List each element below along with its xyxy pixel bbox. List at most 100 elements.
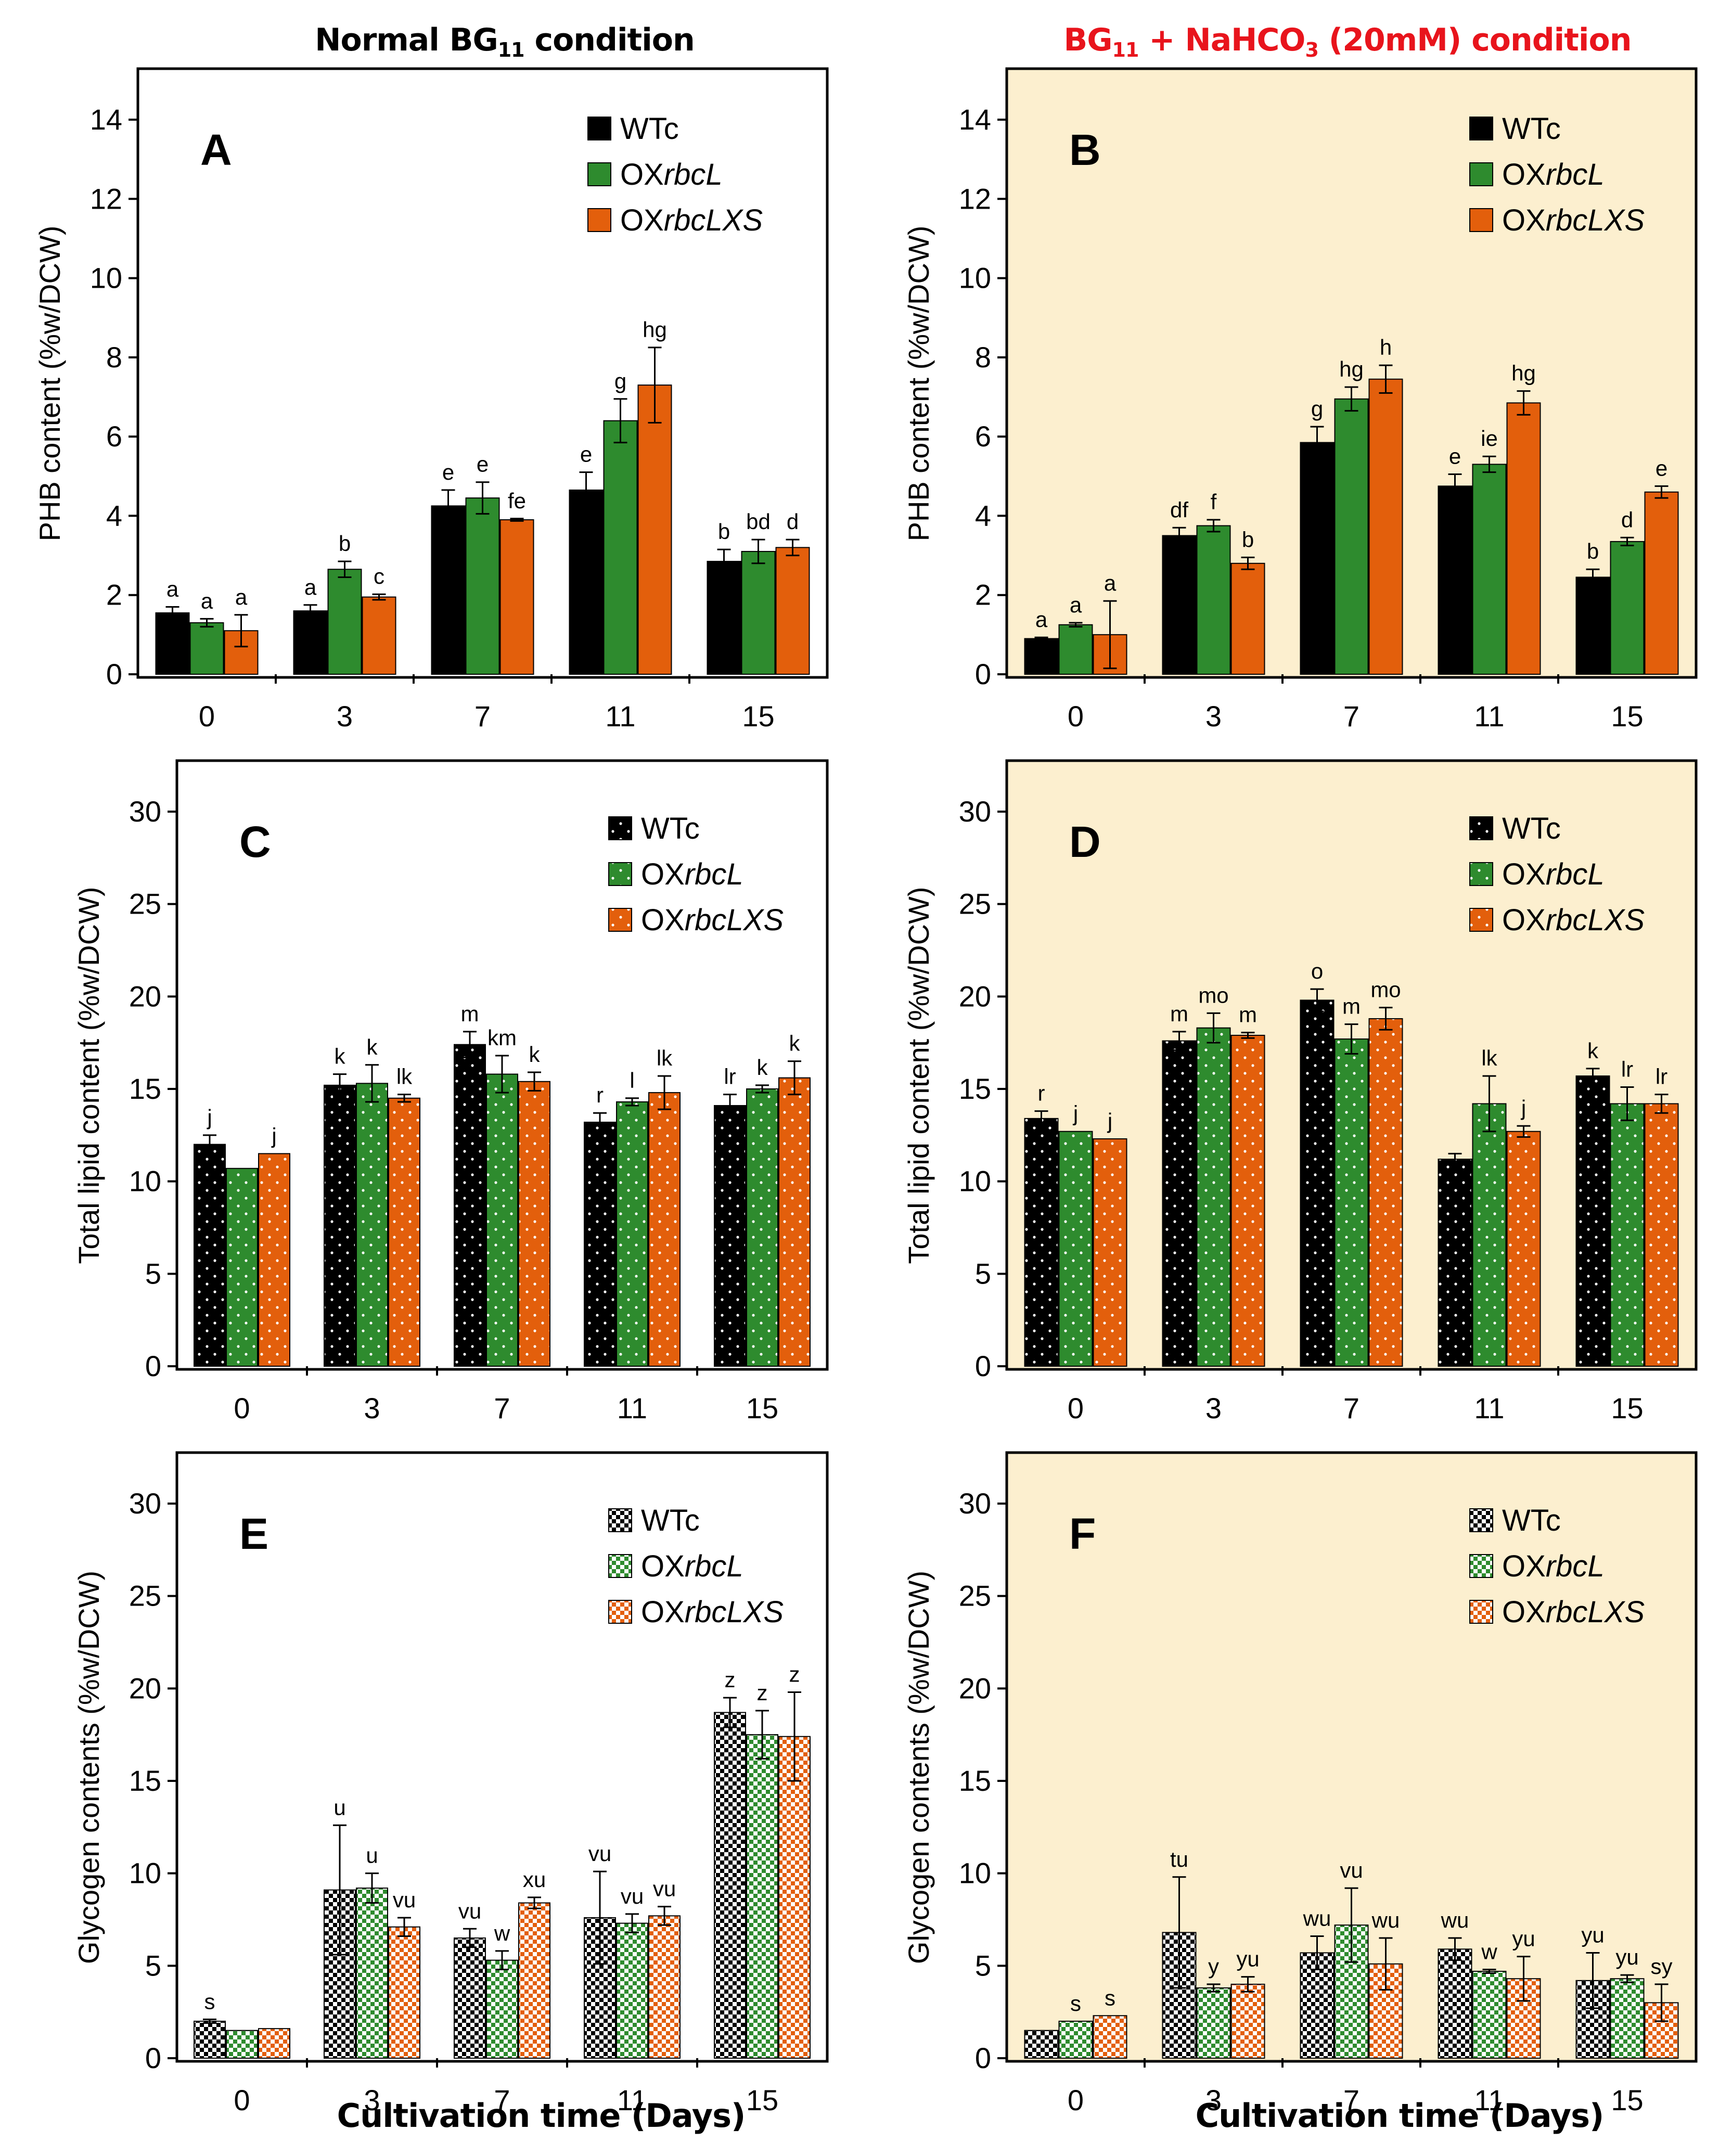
legend-label-prefix: WTc (641, 812, 700, 845)
y-tick-label: 0 (145, 2042, 161, 2074)
bar-wtc (584, 1121, 616, 1367)
y-tick-label: 14 (90, 103, 122, 136)
right-title-subscript: 11 (1112, 38, 1139, 61)
significance-letter: wu (1303, 1906, 1331, 1930)
legend-label-oxrbclxs: OXrbcLXS (1502, 1595, 1645, 1629)
y-tick-label: 15 (959, 1764, 991, 1797)
y-tick-label: 15 (959, 1072, 991, 1105)
significance-letter: wu (1371, 1908, 1400, 1932)
y-tick-label: 0 (975, 658, 991, 690)
bar-wtc (155, 612, 190, 675)
y-tick-label: 15 (129, 1764, 161, 1797)
legend-swatch-oxrbcl (608, 1554, 632, 1578)
significance-letter: o (1311, 959, 1323, 983)
bar-oxrbcl (1196, 1987, 1231, 2059)
legend-label-wtc: WTc (1502, 1504, 1561, 1537)
y-tick-label: 0 (975, 2042, 991, 2074)
legend-label-wtc: WTc (641, 812, 700, 845)
y-tick-label: 2 (106, 579, 122, 611)
legend-label-wtc: WTc (1502, 112, 1561, 146)
legend-label-italic: rbcL (685, 1549, 743, 1583)
significance-letter: b (718, 519, 730, 544)
y-tick-label: 14 (959, 103, 991, 136)
legend-label-oxrbclxs: OXrbcLXS (641, 903, 784, 937)
x-tick-label: 15 (746, 2084, 778, 2116)
legend-label-prefix: OX (1502, 903, 1546, 937)
x-tick-label: 0 (1068, 2084, 1084, 2116)
legend-label-italic: rbcL (1546, 158, 1605, 191)
y-axis-label: Total lipid content (%w/DCW) (72, 887, 105, 1264)
y-tick-label: 6 (975, 420, 991, 453)
x-tick-label: 15 (1611, 700, 1643, 733)
y-axis-label: Glycogen contents (%w/DCW) (902, 1571, 935, 1964)
panel-letter: D (1069, 817, 1101, 866)
x-tick-label: 15 (1611, 2084, 1643, 2116)
y-tick-label: 4 (106, 499, 122, 532)
legend-swatch-oxrbclxs (608, 908, 632, 932)
y-tick-label: 4 (975, 499, 991, 532)
significance-letter: bd (746, 509, 771, 534)
panel-F: 0 5 10 15 20 25 30 Glycogen contents (%w/DCW) 0 s… (902, 1451, 1698, 2116)
bar-oxrbcl (226, 1167, 258, 1367)
legend-label-italic: rbcLXS (664, 203, 763, 237)
legend-label-prefix: OX (641, 1549, 685, 1583)
significance-letter: b (1242, 527, 1254, 551)
significance-letter: a (235, 585, 248, 609)
y-tick-label: 0 (106, 658, 122, 690)
right-column-title: BG11 + NaHCO3 (20mM) condition (1035, 22, 1660, 61)
panel-letter: A (200, 125, 232, 174)
legend-label-prefix: OX (1502, 203, 1546, 237)
significance-letter: r (596, 1083, 604, 1107)
significance-letter: u (333, 1795, 345, 1819)
significance-letter: k (757, 1055, 768, 1080)
x-tick-label: 3 (337, 700, 353, 733)
significance-letter: vu (393, 1888, 416, 1912)
right-title-suffix: (20mM) condition (1318, 22, 1632, 58)
left-column-title: Normal BG11 condition (219, 22, 791, 61)
y-tick-label: 10 (959, 262, 991, 294)
legend-label-italic: rbcLXS (1546, 1595, 1645, 1629)
significance-letter: u (366, 1843, 378, 1868)
legend-label-prefix: OX (641, 1595, 685, 1629)
significance-letter: ie (1481, 426, 1498, 451)
significance-letter: sy (1651, 1954, 1673, 1979)
significance-letter: hg (643, 317, 667, 342)
bar-oxrbclxs (1506, 1131, 1541, 1367)
x-tick-label: 0 (234, 1392, 250, 1424)
bar-oxrbclxs (499, 519, 534, 675)
y-tick-label: 0 (975, 1350, 991, 1382)
bar-wtc (1300, 1952, 1335, 2059)
x-tick-label: 0 (1068, 1392, 1084, 1424)
legend-label-prefix: OX (1502, 1549, 1546, 1583)
legend-label-prefix: OX (1502, 857, 1546, 891)
significance-letter: a (166, 577, 179, 601)
legend-swatch-oxrbclxs (1469, 1600, 1493, 1624)
panel-E: 0 5 10 15 20 25 30 Glycogen contents (%w/DCW) 0 s… (72, 1451, 829, 2116)
x-tick-label: 3 (1205, 700, 1222, 733)
significance-letter: z (725, 1667, 736, 1692)
legend-label-prefix: OX (620, 203, 664, 237)
significance-letter: km (487, 1025, 517, 1050)
legend-label-prefix: WTc (1502, 1504, 1561, 1537)
legend-label-oxrbcl: OXrbcL (1502, 1549, 1605, 1583)
x-tick-label: 7 (1343, 1392, 1359, 1424)
bar-wtc (714, 1712, 746, 2059)
y-tick-label: 6 (106, 420, 122, 453)
bar-oxrbcl (1196, 1027, 1231, 1367)
significance-letter: e (442, 460, 454, 484)
significance-letter: a (201, 588, 213, 613)
significance-letter: k (367, 1035, 378, 1059)
significance-letter: a (1070, 593, 1082, 617)
significance-letter: e (477, 452, 489, 477)
legend-label-prefix: OX (1502, 1595, 1546, 1629)
x-tick-label: 11 (1474, 1392, 1504, 1424)
significance-letter: lk (396, 1064, 413, 1089)
y-axis-label: PHB content (%w/DCW) (902, 226, 935, 542)
x-tick-label: 0 (234, 2084, 250, 2116)
bar-oxrbcl (1058, 1131, 1093, 1367)
bar-oxrbclxs (1093, 2015, 1127, 2059)
significance-letter: w (494, 1921, 510, 1945)
legend-swatch-wtc (1469, 816, 1493, 840)
